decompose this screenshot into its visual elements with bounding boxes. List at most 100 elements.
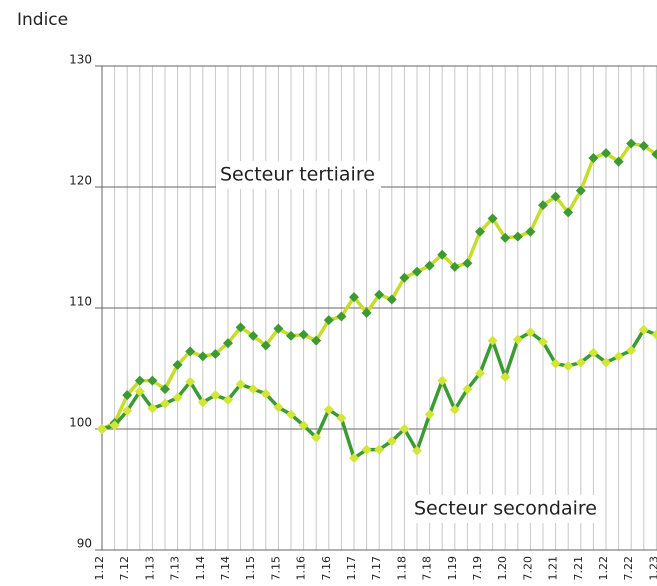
marker: [185, 376, 196, 387]
marker: [374, 289, 385, 300]
marker: [449, 404, 460, 415]
marker: [475, 368, 485, 379]
marker: [311, 335, 322, 346]
marker: [361, 307, 372, 318]
annotation-text: Secteur tertiaire: [220, 164, 375, 186]
marker: [563, 207, 574, 218]
marker: [109, 420, 120, 431]
marker: [386, 294, 397, 305]
marker: [160, 384, 170, 395]
marker: [374, 444, 385, 455]
marker: [399, 424, 410, 434]
annotation-text: Secteur secondaire: [414, 498, 597, 520]
marker: [223, 394, 233, 405]
x-tick-label: 1.17: [345, 556, 358, 581]
x-tick-label: 1.23: [647, 556, 657, 581]
marker: [550, 191, 561, 202]
y-axis-label: Indice: [17, 10, 68, 30]
x-tick-label: 7.13: [169, 556, 182, 581]
marker: [399, 272, 410, 283]
marker: [336, 413, 347, 424]
marker: [172, 392, 183, 403]
x-tick-label: 7.15: [269, 556, 282, 581]
marker: [424, 260, 435, 271]
marker: [298, 329, 309, 340]
x-tick-label: 1.16: [295, 556, 308, 581]
x-tick-label: 1.12: [93, 556, 106, 581]
marker: [437, 249, 448, 260]
marker: [525, 327, 536, 338]
marker: [462, 384, 473, 395]
marker: [147, 375, 158, 386]
marker: [210, 348, 221, 359]
marker: [575, 357, 586, 368]
x-tick-label: 1.19: [446, 556, 459, 581]
marker: [538, 200, 548, 211]
marker: [134, 375, 145, 386]
marker: [97, 424, 107, 434]
marker: [613, 156, 624, 167]
marker: [449, 261, 460, 272]
marker: [412, 266, 422, 277]
x-tick-label: 7.17: [370, 556, 383, 581]
x-tick-label: 7.16: [320, 556, 333, 581]
marker: [638, 324, 649, 335]
marker: [273, 402, 284, 413]
x-tick-label: 7.20: [521, 556, 534, 581]
marker: [336, 311, 347, 322]
marker: [122, 390, 133, 401]
marker: [601, 148, 611, 159]
x-tick-label: 7.18: [421, 556, 434, 581]
marker: [500, 371, 511, 382]
marker: [487, 335, 498, 346]
marker: [223, 338, 233, 349]
x-tick-label: 7.19: [471, 556, 484, 581]
marker: [197, 397, 208, 408]
marker: [361, 444, 372, 455]
marker: [500, 232, 511, 243]
marker: [197, 351, 208, 362]
x-tick-label: 1.20: [496, 556, 509, 581]
marker: [601, 357, 611, 368]
y-tick-label: 120: [69, 174, 92, 188]
marker: [462, 258, 473, 269]
marker: [563, 361, 574, 372]
y-tick-label: 110: [69, 295, 92, 309]
annotation: Secteur secondaire: [410, 495, 603, 523]
marker: [298, 420, 309, 431]
marker: [349, 292, 359, 303]
marker: [323, 404, 334, 415]
marker: [626, 345, 637, 356]
marker: [122, 405, 133, 416]
x-tick-label: 1.18: [395, 556, 408, 581]
marker: [248, 384, 259, 395]
marker: [487, 213, 498, 224]
annotation-box: [216, 161, 381, 189]
x-tick-label: 1.22: [597, 556, 610, 581]
marker: [286, 330, 296, 341]
marker: [588, 152, 599, 163]
marker: [651, 329, 657, 340]
y-tick-label: 90: [77, 537, 92, 551]
marker: [210, 390, 221, 401]
y-tick-label: 100: [69, 416, 92, 430]
marker: [349, 453, 359, 464]
marker: [147, 403, 158, 414]
marker: [550, 358, 561, 369]
marker: [651, 149, 657, 160]
y-tick-label: 130: [69, 53, 92, 67]
marker: [260, 388, 271, 399]
x-tick-label: 1.13: [143, 556, 156, 581]
x-tick-label: 7.21: [572, 556, 585, 581]
marker: [172, 359, 183, 370]
marker: [512, 231, 523, 242]
x-tick-label: 7.12: [118, 556, 131, 581]
marker: [235, 379, 246, 390]
marker: [323, 315, 334, 326]
marker: [638, 140, 649, 151]
marker: [512, 334, 523, 345]
x-tick-label: 7.22: [622, 556, 635, 581]
marker: [248, 330, 259, 341]
marker: [286, 409, 296, 420]
